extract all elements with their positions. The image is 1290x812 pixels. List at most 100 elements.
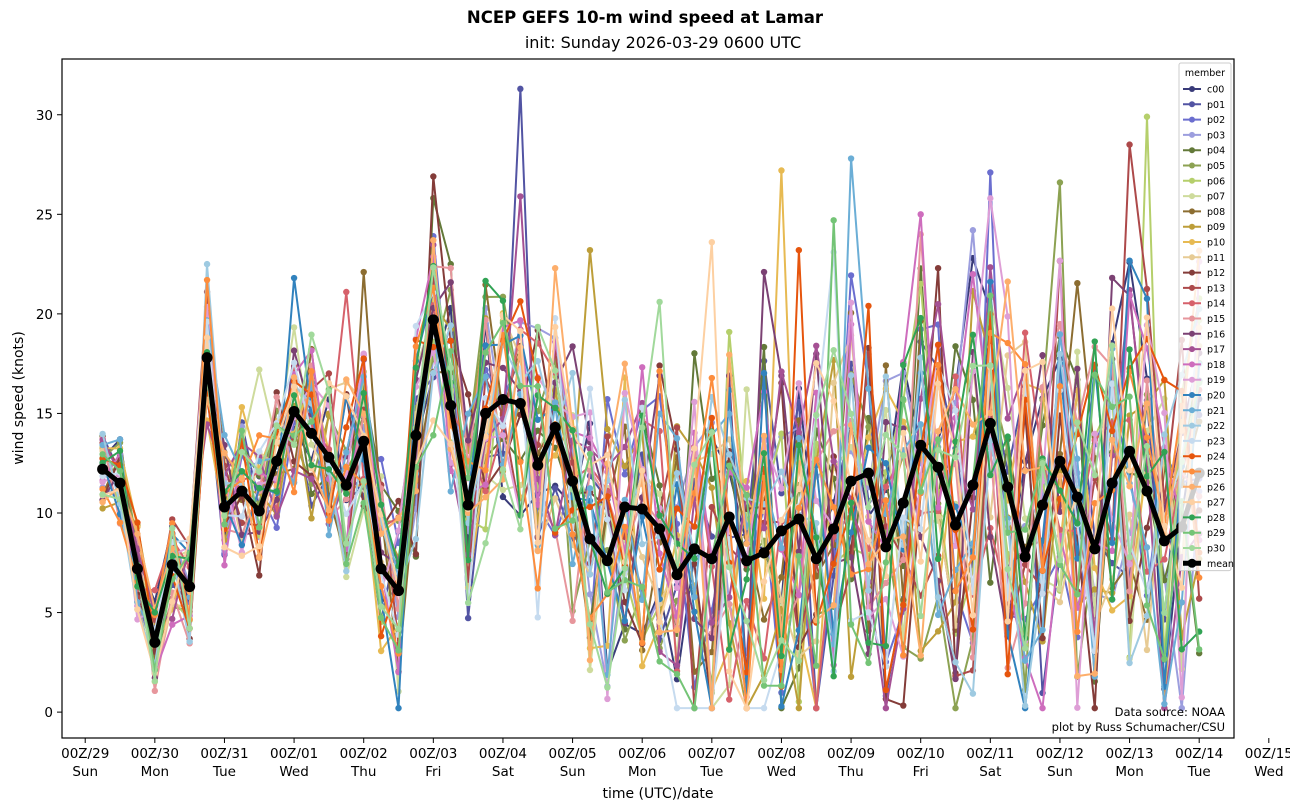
data-point-p25 (377, 583, 385, 590)
data-point-p22 (847, 372, 855, 379)
data-point-p17 (673, 662, 681, 669)
data-point-mean (654, 523, 666, 535)
data-point-p22 (952, 658, 959, 666)
data-point-p30 (917, 612, 924, 620)
data-point-p28 (691, 555, 698, 562)
data-point-mean (218, 501, 230, 513)
data-point-p28 (830, 673, 837, 680)
data-point-p28 (1074, 520, 1081, 527)
data-point-p30 (256, 468, 263, 475)
data-point-p29 (1126, 393, 1133, 400)
data-point-p22 (1021, 702, 1029, 709)
data-point-p29 (238, 427, 246, 435)
data-point-p24 (1004, 670, 1011, 678)
legend-entry-p17: p17 (1183, 345, 1225, 356)
data-point-p29 (1004, 529, 1011, 536)
data-point-p23 (290, 359, 298, 366)
legend-label: p18 (1207, 360, 1225, 371)
data-point-p02 (987, 169, 994, 176)
data-point-p19 (673, 584, 681, 592)
data-point-p16 (1056, 508, 1064, 515)
data-point-p22 (778, 468, 785, 475)
data-point-mean (427, 314, 439, 326)
series-mean (97, 314, 1205, 648)
data-point-p28 (778, 652, 785, 660)
data-point-p29 (882, 559, 890, 566)
data-point-p27 (969, 612, 977, 619)
data-point-p26 (325, 506, 333, 514)
data-point-p19 (1056, 257, 1064, 264)
data-point-p15 (1126, 588, 1133, 595)
legend-entry-p13: p13 (1183, 283, 1225, 294)
data-point-mean (358, 435, 370, 447)
data-point-p27 (517, 328, 524, 335)
legend-label: p09 (1207, 222, 1225, 233)
data-point-p26 (534, 547, 541, 555)
legend-swatch-marker (1189, 330, 1195, 337)
data-point-p27 (1178, 584, 1185, 591)
data-point-p29 (308, 418, 315, 425)
data-point-mean (288, 405, 300, 417)
data-point-mean (1071, 491, 1083, 503)
data-point-p22 (343, 567, 350, 575)
data-point-p07 (343, 573, 350, 581)
data-point-p20 (865, 444, 872, 451)
data-point-mean (393, 585, 405, 597)
x-tick-label: 00Z/07 (688, 746, 736, 762)
data-point-p20 (760, 369, 768, 377)
data-point-p22 (412, 535, 420, 543)
data-point-p30 (1108, 342, 1116, 349)
legend-entry-p10: p10 (1183, 238, 1225, 249)
data-point-mean (932, 461, 944, 473)
data-point-p28 (743, 576, 750, 583)
data-point-p29 (360, 499, 367, 507)
data-point-mean (601, 555, 613, 567)
data-point-p30 (534, 323, 541, 331)
data-point-p25 (969, 554, 977, 561)
data-point-p24 (795, 246, 803, 254)
data-point-p23 (1039, 590, 1046, 597)
data-point-mean (758, 547, 770, 559)
data-point-p29 (395, 647, 402, 654)
data-point-p26 (586, 656, 594, 664)
data-point-p18 (743, 484, 750, 491)
data-point-p23 (586, 385, 594, 392)
data-point-p21 (847, 155, 855, 162)
data-point-p28 (1126, 346, 1133, 353)
x-tick-day-label: Tue (212, 764, 236, 780)
x-tick-day-label: Fri (913, 764, 929, 780)
data-point-mean (741, 555, 753, 567)
data-point-p12 (430, 173, 437, 180)
data-point-mean (97, 463, 109, 475)
legend-label: p07 (1207, 192, 1225, 203)
data-point-p23 (621, 586, 628, 594)
data-point-p21 (569, 560, 576, 568)
data-point-p30 (343, 540, 350, 547)
data-point-p25 (343, 463, 350, 471)
data-point-p25 (534, 585, 541, 592)
x-tick-label: 00Z/29 (61, 746, 109, 762)
data-point-p22 (430, 369, 437, 377)
data-point-p29 (256, 524, 263, 531)
data-point-p17 (882, 704, 890, 712)
data-point-p19 (1091, 430, 1098, 437)
plot-frame (61, 58, 1235, 739)
data-point-mean (201, 352, 213, 364)
data-point-p29 (813, 662, 820, 669)
data-point-p25 (638, 639, 646, 647)
data-point-p20 (1108, 539, 1116, 547)
data-point-p30 (882, 431, 890, 439)
legend-entry-p27: p27 (1183, 498, 1225, 509)
data-point-p19 (813, 497, 820, 505)
data-point-p25 (987, 329, 994, 337)
data-point-p23 (256, 448, 263, 455)
data-point-p26 (969, 421, 977, 428)
data-point-mean (1124, 445, 1136, 457)
data-point-p24 (586, 503, 594, 511)
data-point-mean (1054, 455, 1066, 467)
data-point-p30 (377, 603, 385, 610)
x-tick-label: 00Z/09 (827, 746, 875, 762)
data-point-p29 (1143, 602, 1151, 609)
x-tick-label: 00Z/11 (966, 746, 1014, 762)
